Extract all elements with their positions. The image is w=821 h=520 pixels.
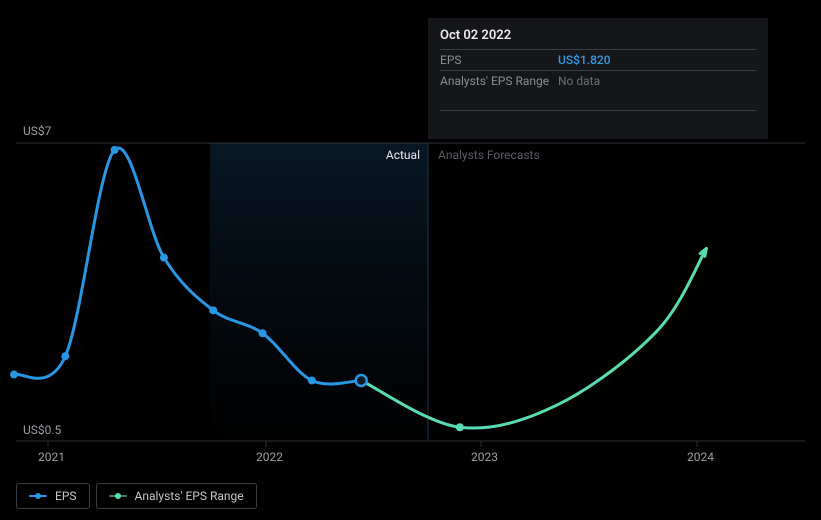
forecast-section-label: Analysts Forecasts	[438, 148, 540, 162]
x-axis-tick-2024: 2024	[687, 450, 714, 464]
legend-swatch-eps	[29, 492, 47, 500]
legend-dot	[35, 493, 41, 499]
tooltip-label: EPS	[440, 53, 558, 67]
chart-container: US$7 US$0.5 Actual Analysts Forecasts 20…	[0, 0, 821, 520]
x-axis-tick-2021: 2021	[38, 450, 65, 464]
tooltip-title: Oct 02 2022	[440, 28, 756, 49]
legend-dot	[115, 493, 121, 499]
tooltip-label: Analysts' EPS Range	[440, 74, 558, 88]
tooltip-row-range: Analysts' EPS Range No data	[440, 70, 756, 111]
x-axis-tick-2023: 2023	[471, 450, 498, 464]
tooltip-value: No data	[558, 74, 756, 88]
legend-item-eps[interactable]: EPS	[16, 483, 90, 509]
legend: EPS Analysts' EPS Range	[16, 483, 257, 509]
tooltip-row-eps: EPS US$1.820	[440, 49, 756, 70]
legend-item-range[interactable]: Analysts' EPS Range	[96, 483, 257, 509]
legend-label: EPS	[55, 489, 77, 503]
legend-swatch-range	[109, 492, 127, 500]
legend-label: Analysts' EPS Range	[135, 489, 244, 503]
chart-tooltip: Oct 02 2022 EPS US$1.820 Analysts' EPS R…	[428, 18, 768, 139]
y-axis-top-label: US$7	[23, 124, 51, 138]
actual-section-label: Actual	[320, 148, 420, 162]
tooltip-value: US$1.820	[558, 53, 756, 67]
y-axis-bottom-label: US$0.5	[23, 423, 61, 437]
x-axis-tick-2022: 2022	[256, 450, 283, 464]
